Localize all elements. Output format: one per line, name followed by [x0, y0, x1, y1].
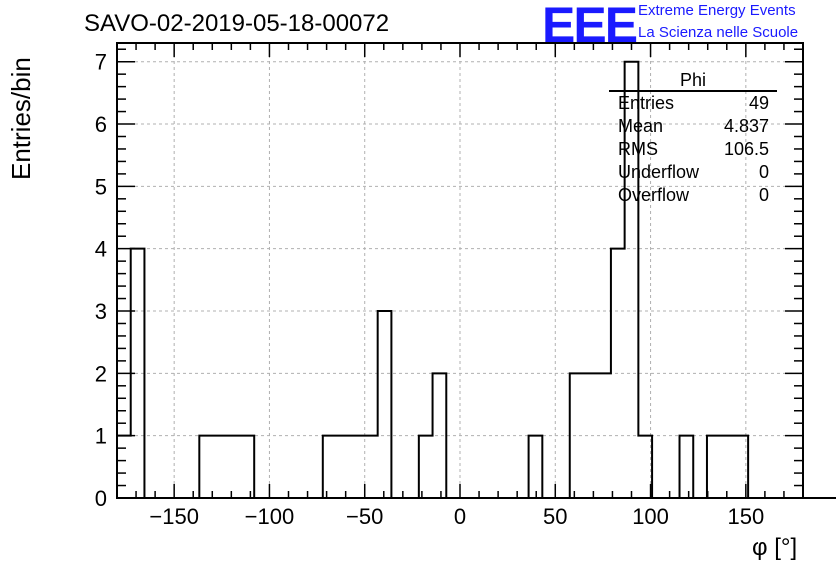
x-tick-label: −100 — [245, 504, 295, 529]
x-tick-label: −150 — [149, 504, 199, 529]
stats-value: 106.5 — [723, 139, 769, 159]
stats-row-overflow: Overflow 0 — [609, 184, 777, 207]
eee-logo: EEE — [542, 0, 638, 53]
stats-label: Mean — [618, 116, 664, 136]
stats-value: 4.837 — [723, 116, 769, 136]
stats-row-mean: Mean 4.837 — [609, 115, 777, 138]
stats-value: 0 — [758, 185, 769, 205]
stats-title: Phi — [609, 70, 777, 92]
stats-row-underflow: Underflow 0 — [609, 161, 777, 184]
y-tick-label: 5 — [95, 174, 107, 199]
stats-label: Overflow — [618, 185, 690, 205]
axis-ticks — [116, 43, 804, 499]
y-tick-label: 3 — [95, 299, 107, 324]
stats-box: Phi Entries 49 Mean 4.837 RMS 106.5 Unde… — [609, 70, 777, 207]
y-tick-label: 1 — [95, 424, 107, 449]
grid-lines — [117, 43, 803, 499]
x-tick-label: 100 — [632, 504, 669, 529]
stats-row-rms: RMS 106.5 — [609, 138, 777, 161]
stats-label: Underflow — [618, 162, 700, 182]
x-axis-label: φ [°] — [752, 534, 798, 561]
stats-value: 49 — [748, 93, 769, 113]
x-tick-label: 0 — [454, 504, 466, 529]
x-tick-label: 150 — [727, 504, 764, 529]
tick-labels: −150 −100 −50 0 50 100 150 0 1 2 3 4 5 6 7 — [95, 50, 764, 529]
stats-label: Entries — [618, 93, 675, 113]
y-tick-label: 2 — [95, 361, 107, 386]
y-tick-label: 0 — [95, 486, 107, 511]
x-tick-label: −50 — [346, 504, 383, 529]
x-tick-label: 50 — [543, 504, 567, 529]
logo-text-line1: Extreme Energy Events — [638, 2, 796, 19]
stats-row-entries: Entries 49 — [609, 92, 777, 115]
run-title: SAVO-02-2019-05-18-00072 — [84, 10, 390, 37]
y-tick-label: 6 — [95, 112, 107, 137]
y-tick-label: 7 — [95, 50, 107, 75]
logo-text-line2: La Scienza nelle Scuole — [638, 24, 799, 41]
y-tick-label: 4 — [95, 237, 107, 262]
y-axis-label: Entries/bin — [6, 57, 36, 180]
stats-value: 0 — [758, 162, 769, 182]
stats-label: RMS — [618, 139, 658, 159]
